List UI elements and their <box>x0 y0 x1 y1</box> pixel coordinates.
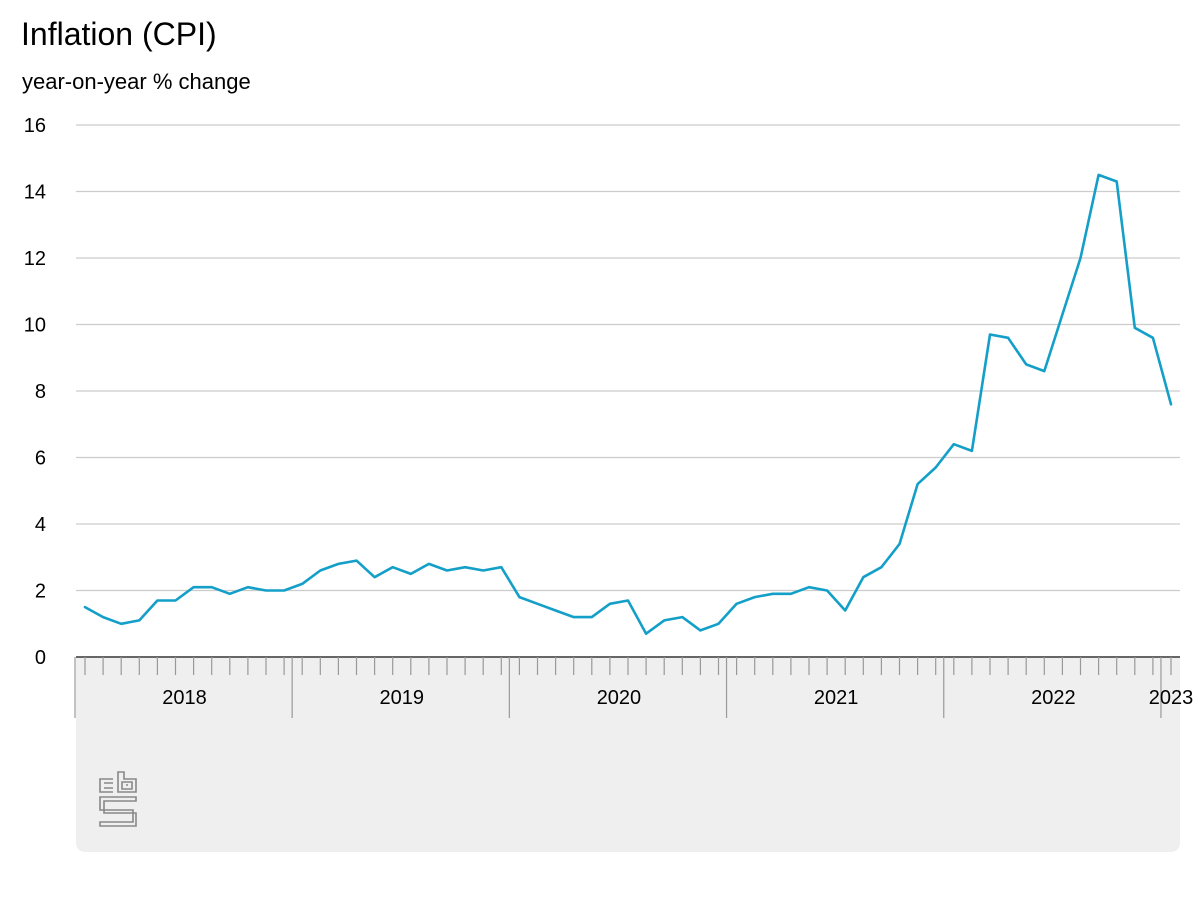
y-tick-label: 8 <box>35 381 46 403</box>
y-tick-label: 12 <box>24 248 46 270</box>
x-tick-label: 2023 <box>1149 687 1194 709</box>
y-tick-label: 2 <box>35 581 46 603</box>
series-line <box>83 173 1173 636</box>
x-tick-label: 2020 <box>597 687 642 709</box>
y-tick-label: 6 <box>35 448 46 470</box>
y-tick-label: 0 <box>35 647 46 669</box>
cbs-logo <box>99 771 137 827</box>
y-tick-label: 14 <box>24 182 46 204</box>
y-gridlines <box>76 124 1180 592</box>
series-layer <box>83 173 1173 636</box>
y-tick-label: 4 <box>35 514 46 536</box>
chart-subtitle: year-on-year % change <box>22 69 251 94</box>
y-tick-label: 16 <box>24 115 46 137</box>
cbs-logo-icon <box>99 771 137 827</box>
chart-title: Inflation (CPI) <box>21 16 217 52</box>
x-axis-panel <box>76 657 1180 852</box>
y-tick-label: 10 <box>24 315 46 337</box>
y-axis-labels: 0 2 4 6 8 10 12 14 16 <box>24 115 46 669</box>
x-axis-labels: 2018 2019 2020 2021 2022 2023 <box>162 687 1193 709</box>
x-tick-label: 2022 <box>1031 687 1076 709</box>
x-axis-ticks <box>74 656 1180 718</box>
x-tick-label: 2019 <box>380 687 425 709</box>
x-axis-background <box>76 657 1180 852</box>
x-tick-label: 2021 <box>814 687 859 709</box>
x-tick-label: 2018 <box>162 687 207 709</box>
